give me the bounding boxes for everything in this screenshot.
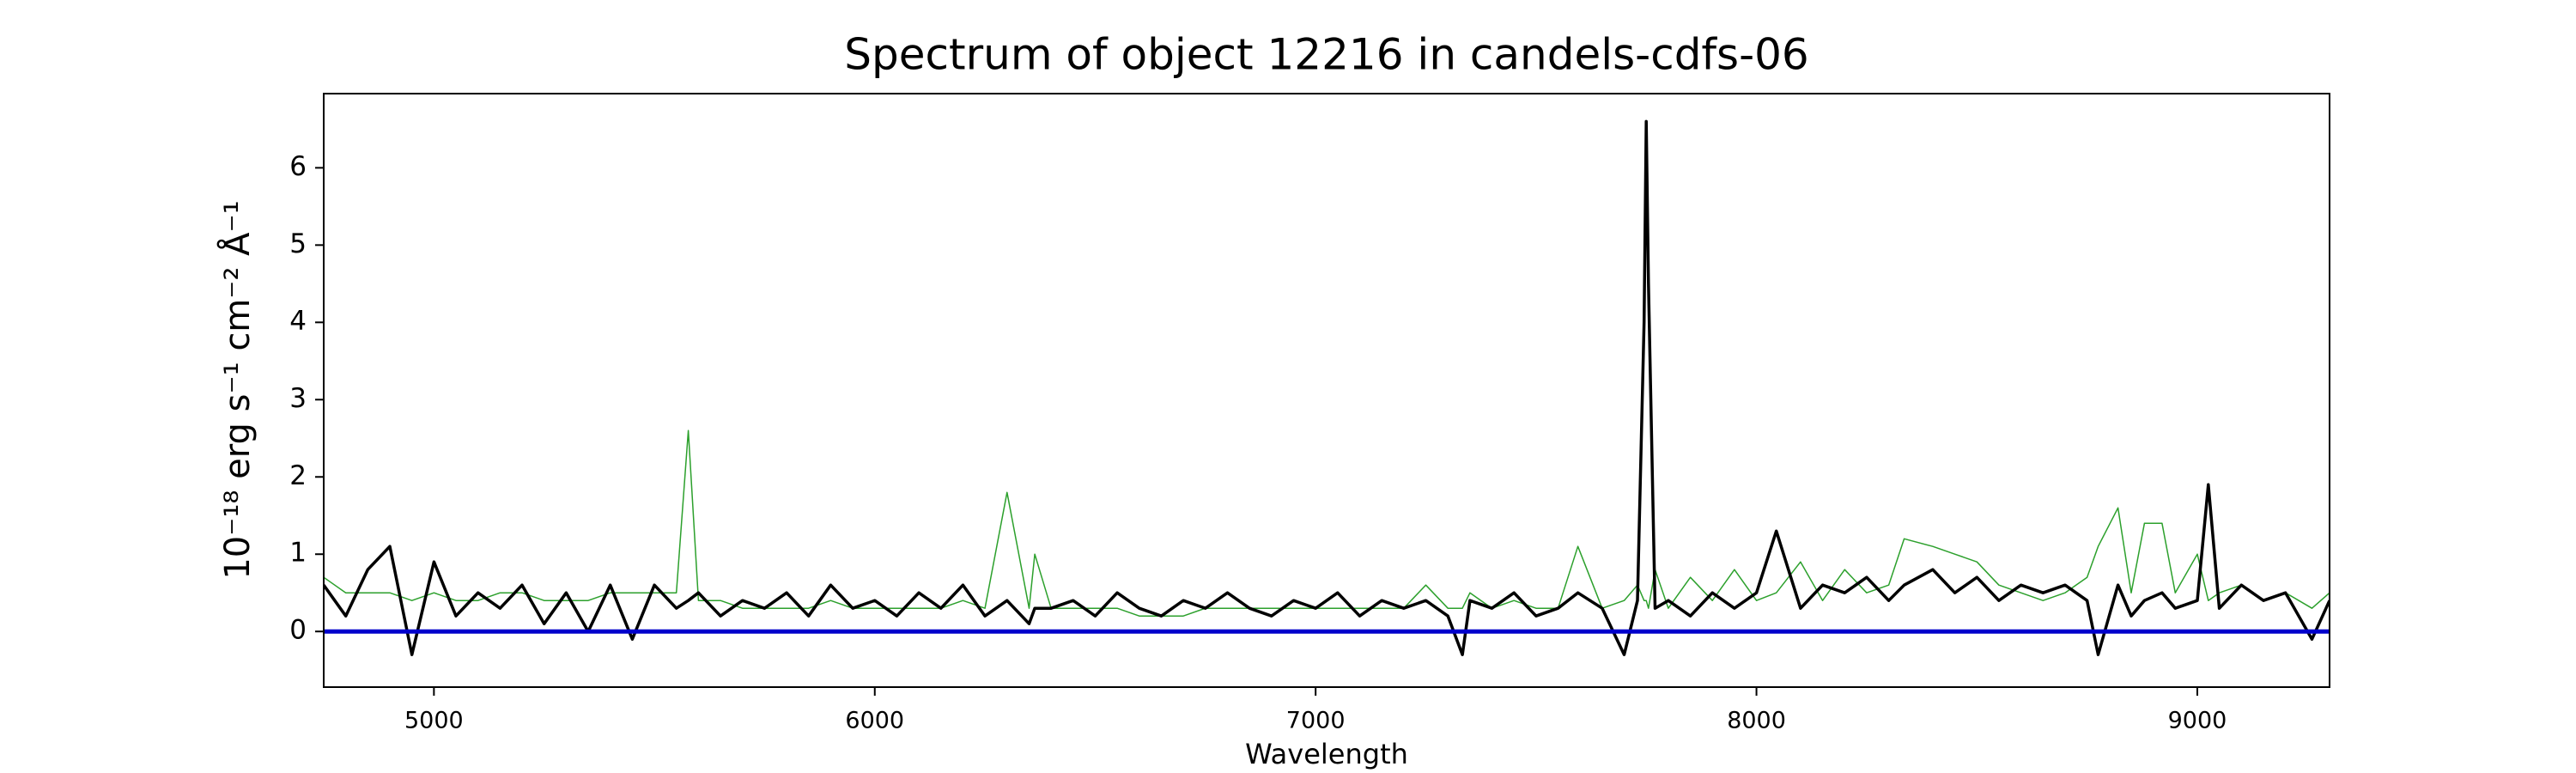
spectrum-line [324,429,2330,617]
y-axis-label: 10⁻¹⁸ erg s⁻¹ cm⁻² Å⁻¹ [216,200,258,579]
y-tick-label: 2 [289,460,307,491]
y-tick-label: 5 [289,228,307,259]
y-tick-label: 1 [289,538,307,569]
plot-frame [323,93,2330,688]
x-tick-label: 9000 [2168,708,2227,734]
y-tick-label: 0 [289,615,307,646]
x-tick-label: 7000 [1286,708,1346,734]
x-tick-label: 6000 [845,708,904,734]
y-tick-label: 6 [289,151,307,182]
x-tick-label: 5000 [404,708,464,734]
chart-title: Spectrum of object 12216 in candels-cdfs… [844,30,1809,80]
spectrum-line [324,119,2330,656]
y-tick-label: 3 [289,383,307,414]
y-tick-label: 4 [289,306,307,337]
x-tick-label: 8000 [1727,708,1786,734]
x-axis-label: Wavelength [1245,738,1408,770]
